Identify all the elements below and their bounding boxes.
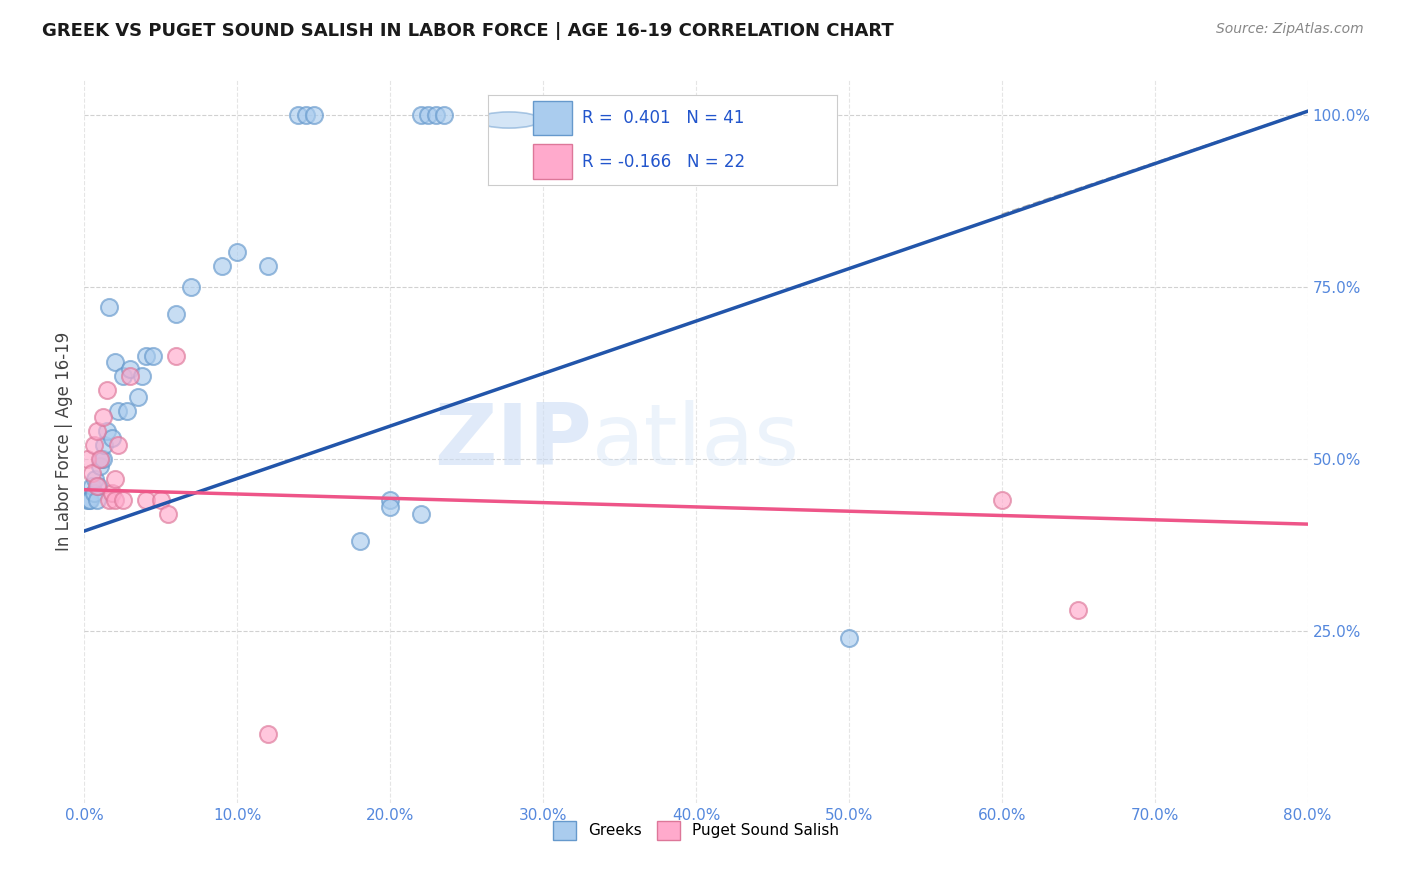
Point <box>418 108 440 122</box>
Point <box>425 108 447 122</box>
Point <box>89 451 111 466</box>
Point <box>409 108 432 122</box>
Point <box>380 493 402 508</box>
Point <box>97 301 120 315</box>
Point <box>80 466 103 480</box>
Point <box>120 362 142 376</box>
Point <box>142 349 165 363</box>
Point <box>257 727 280 741</box>
Point <box>76 451 98 466</box>
Y-axis label: In Labor Force | Age 16-19: In Labor Force | Age 16-19 <box>55 332 73 551</box>
Point <box>433 108 456 122</box>
Point <box>409 507 432 521</box>
Point <box>90 451 112 466</box>
Point <box>302 108 325 122</box>
Legend: Greeks, Puget Sound Salish: Greeks, Puget Sound Salish <box>547 815 845 846</box>
Point <box>211 259 233 273</box>
Point <box>97 493 120 508</box>
Text: ZIP: ZIP <box>434 400 592 483</box>
Point <box>96 424 118 438</box>
Point <box>89 458 111 473</box>
Point <box>87 479 110 493</box>
Point <box>838 631 860 645</box>
Point <box>77 493 100 508</box>
Point <box>157 507 180 521</box>
Point <box>91 410 114 425</box>
Point <box>83 486 105 500</box>
Point <box>86 493 108 508</box>
Point <box>101 486 124 500</box>
Text: GREEK VS PUGET SOUND SALISH IN LABOR FORCE | AGE 16-19 CORRELATION CHART: GREEK VS PUGET SOUND SALISH IN LABOR FOR… <box>42 22 894 40</box>
Point <box>86 479 108 493</box>
Point <box>1067 603 1090 617</box>
Point <box>226 245 249 260</box>
Point <box>165 307 187 321</box>
Point <box>83 438 105 452</box>
Point <box>111 493 134 508</box>
Point <box>111 369 134 384</box>
Point <box>104 472 127 486</box>
Point <box>180 279 202 293</box>
Point <box>76 493 98 508</box>
Point <box>120 369 142 384</box>
Point <box>93 438 115 452</box>
Point <box>91 451 114 466</box>
Point <box>86 424 108 438</box>
Point <box>991 493 1014 508</box>
Point <box>96 383 118 397</box>
Text: Source: ZipAtlas.com: Source: ZipAtlas.com <box>1216 22 1364 37</box>
Point <box>295 108 318 122</box>
Point <box>115 403 138 417</box>
Point <box>135 493 157 508</box>
Point <box>104 493 127 508</box>
Point <box>135 349 157 363</box>
Point <box>104 355 127 369</box>
Point <box>149 493 172 508</box>
Point <box>131 369 153 384</box>
Point <box>107 403 129 417</box>
Point <box>107 438 129 452</box>
Point <box>127 390 149 404</box>
Point <box>257 259 280 273</box>
Point <box>287 108 309 122</box>
Point <box>165 349 187 363</box>
Point <box>349 534 371 549</box>
Point <box>380 500 402 514</box>
Text: atlas: atlas <box>592 400 800 483</box>
Point <box>101 431 124 445</box>
Point <box>79 493 101 508</box>
Point <box>84 472 107 486</box>
Point <box>80 479 103 493</box>
